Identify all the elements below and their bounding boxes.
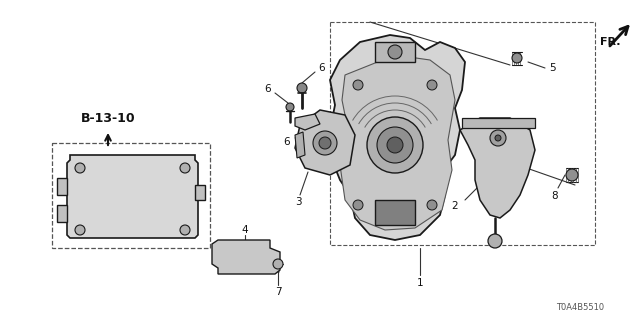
Text: 2: 2 xyxy=(452,201,458,211)
Circle shape xyxy=(495,135,501,141)
Circle shape xyxy=(388,45,402,59)
Circle shape xyxy=(297,83,307,93)
Circle shape xyxy=(387,137,403,153)
Polygon shape xyxy=(462,118,535,128)
Polygon shape xyxy=(375,200,415,225)
Circle shape xyxy=(180,225,190,235)
Text: 1: 1 xyxy=(417,278,423,288)
Polygon shape xyxy=(67,155,198,238)
Circle shape xyxy=(566,169,578,181)
Circle shape xyxy=(353,200,363,210)
Circle shape xyxy=(313,131,337,155)
Circle shape xyxy=(353,80,363,90)
Polygon shape xyxy=(57,178,67,195)
Polygon shape xyxy=(460,118,535,218)
Circle shape xyxy=(75,225,85,235)
Polygon shape xyxy=(212,240,280,274)
Circle shape xyxy=(490,130,506,146)
Polygon shape xyxy=(295,132,305,158)
Text: 6: 6 xyxy=(319,63,325,73)
Text: 8: 8 xyxy=(552,191,558,201)
Text: T0A4B5510: T0A4B5510 xyxy=(556,303,604,313)
Circle shape xyxy=(377,127,413,163)
Polygon shape xyxy=(375,42,415,62)
Bar xyxy=(330,22,595,245)
Circle shape xyxy=(286,103,294,111)
Circle shape xyxy=(273,259,283,269)
Text: 3: 3 xyxy=(294,197,301,207)
Circle shape xyxy=(319,137,331,149)
Polygon shape xyxy=(330,35,465,240)
Polygon shape xyxy=(195,185,205,200)
Text: 4: 4 xyxy=(242,225,248,235)
Text: 5: 5 xyxy=(550,63,556,73)
Polygon shape xyxy=(295,110,355,175)
Circle shape xyxy=(367,117,423,173)
Circle shape xyxy=(180,163,190,173)
Text: B-13-10: B-13-10 xyxy=(81,111,135,124)
Circle shape xyxy=(512,53,522,63)
Text: 6: 6 xyxy=(284,137,291,147)
Polygon shape xyxy=(295,114,320,130)
Circle shape xyxy=(75,163,85,173)
Circle shape xyxy=(488,234,502,248)
Bar xyxy=(52,143,210,248)
Polygon shape xyxy=(340,55,455,230)
Text: 6: 6 xyxy=(265,84,271,94)
Text: FR.: FR. xyxy=(600,37,621,47)
Text: 7: 7 xyxy=(275,287,282,297)
Polygon shape xyxy=(57,205,67,222)
Circle shape xyxy=(427,200,437,210)
Circle shape xyxy=(427,80,437,90)
